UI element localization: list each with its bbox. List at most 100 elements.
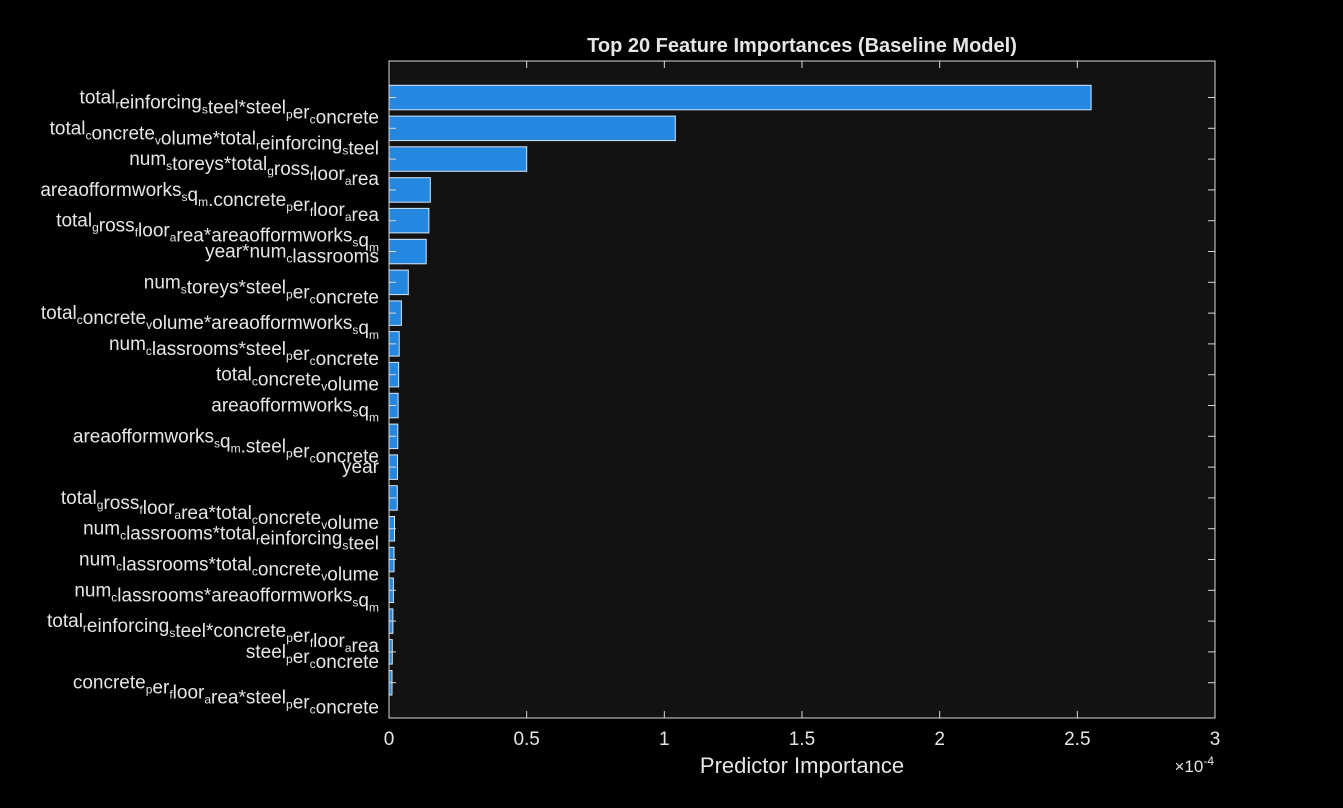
y-tick-label-part: f bbox=[310, 205, 314, 219]
y-tick-label-part: c bbox=[111, 590, 117, 604]
y-tick-label-part: p bbox=[286, 446, 293, 460]
x-axis-exponent-power: -4 bbox=[1203, 754, 1214, 768]
bar bbox=[388, 146, 528, 172]
y-tick-label-part: s bbox=[169, 626, 175, 640]
y-tick-label: year bbox=[342, 457, 380, 478]
y-tick-label-part: .steel bbox=[241, 436, 286, 457]
y-tick-label: numstoreys*steelperconcrete bbox=[144, 272, 379, 308]
y-tick-label-part: s bbox=[342, 539, 348, 553]
y-tick-label-part: q bbox=[220, 431, 231, 452]
y-tick-label-part: v bbox=[321, 518, 327, 532]
y-tick-label-part: einforcing bbox=[260, 529, 342, 550]
y-tick-label-part: a bbox=[174, 508, 181, 522]
y-tick-label: numclassrooms*steelperconcrete bbox=[109, 334, 379, 370]
y-tick-label-part: er bbox=[293, 282, 311, 303]
y-tick-label-part: c bbox=[310, 657, 316, 671]
x-tick-label: 0.5 bbox=[513, 729, 539, 750]
y-tick-label-part: er bbox=[293, 626, 311, 647]
y-tick-label-part: areaofformworks bbox=[40, 180, 181, 201]
y-tick-label-part: oncrete bbox=[316, 349, 379, 370]
y-tick-label-part: m bbox=[369, 241, 379, 255]
y-tick-label-part: s bbox=[181, 190, 187, 204]
y-tick-label-part: c bbox=[310, 703, 316, 717]
bar bbox=[388, 84, 1092, 111]
y-tick-label: totalgrossfloorarea*totalconcretevolume bbox=[61, 488, 379, 534]
y-tick-label-part: q bbox=[358, 231, 369, 252]
y-tick-label-part: rea*steel bbox=[211, 688, 286, 709]
y-tick-label-part: toreys*total bbox=[172, 154, 267, 175]
y-tick-label-part: a bbox=[345, 174, 352, 188]
y-tick-label-part: year bbox=[342, 457, 380, 478]
y-tick-label-part: total bbox=[41, 303, 77, 324]
y-tick-label-part: year*num bbox=[205, 242, 286, 263]
y-tick-label-part: rea*total bbox=[181, 503, 252, 524]
y-tick-label-part: s bbox=[202, 103, 208, 117]
y-tick-label: totalreinforcingsteel*steelperconcrete bbox=[80, 88, 379, 129]
y-tick-label: areaofformworkssqm bbox=[211, 396, 379, 425]
y-tick-label-part: steel bbox=[246, 642, 286, 663]
y-tick-label-part: teel*concrete bbox=[175, 621, 286, 642]
y-tick-label-part: p bbox=[286, 200, 293, 214]
y-tick-label-part: p bbox=[286, 652, 293, 666]
y-tick-label-part: rea bbox=[352, 636, 380, 657]
y-tick-label-part: lassrooms*total bbox=[122, 555, 252, 576]
y-tick-label-part: s bbox=[352, 595, 358, 609]
y-tick-label-part: c bbox=[86, 128, 92, 142]
y-tick-label-part: oncrete bbox=[316, 698, 379, 719]
y-tick-label-part: p bbox=[286, 698, 293, 712]
y-tick-label-part: ross bbox=[103, 493, 139, 514]
y-tick-label-part: c bbox=[286, 252, 292, 266]
y-tick-label-part: lassrooms*total bbox=[126, 524, 256, 545]
y-tick-label-part: q bbox=[358, 318, 369, 339]
y-tick-label-part: olume bbox=[327, 513, 379, 534]
y-tick-label-part: c bbox=[310, 451, 316, 465]
y-tick-label-part: er bbox=[293, 693, 311, 714]
y-tick-label-part: lassrooms*areaofformworks bbox=[117, 585, 352, 606]
y-tick-label-part: total bbox=[50, 118, 86, 139]
axes-frame bbox=[388, 60, 1216, 719]
y-tick-label-part: p bbox=[286, 349, 293, 363]
y-tick-label-part: p bbox=[146, 683, 153, 697]
y-tick-label-part: v bbox=[155, 133, 161, 147]
y-tick-label-part: a bbox=[170, 231, 177, 245]
y-tick-label-part: loor bbox=[313, 631, 345, 652]
y-tick-label-part: q bbox=[187, 185, 198, 206]
y-tick-label-part: m bbox=[198, 195, 208, 209]
y-tick-label-part: a bbox=[345, 641, 352, 655]
y-tick-label-part: oncrete bbox=[83, 308, 146, 329]
y-tick-label-part: s bbox=[352, 323, 358, 337]
y-tick-label-part: rea bbox=[352, 205, 380, 226]
y-tick-label-part: er bbox=[293, 441, 311, 462]
y-tick-label-part: c bbox=[252, 513, 258, 527]
y-tick-label-part: f bbox=[310, 169, 314, 183]
y-tick-label-part: einforcing bbox=[119, 93, 201, 114]
y-tick-label-part: oncrete bbox=[258, 370, 321, 391]
y-tick-label-part: concrete bbox=[73, 673, 146, 694]
y-tick-label-part: er bbox=[293, 344, 311, 365]
y-tick-label-part: f bbox=[139, 503, 143, 517]
x-tick-label: 2.5 bbox=[1064, 729, 1090, 750]
y-tick-label-part: teel*steel bbox=[208, 98, 286, 119]
x-axis-exponent: ×10-4 bbox=[1174, 754, 1214, 776]
ticks-group: 0 0.5 1 1.5 2 2.5 3 bbox=[384, 61, 1220, 750]
y-tick-label-part: f bbox=[169, 688, 173, 702]
y-tick-label-part: c bbox=[310, 354, 316, 368]
y-tick-label-part: er bbox=[293, 103, 311, 124]
y-tick-label-part: oncrete bbox=[316, 287, 379, 308]
y-tick-label: totalconcretevolume bbox=[216, 365, 379, 396]
y-tick-label-part: c bbox=[310, 113, 316, 127]
y-tick-label-part: c bbox=[77, 313, 83, 327]
y-tick-label-part: oncrete bbox=[316, 446, 379, 467]
y-tick-label-part: einforcing bbox=[87, 616, 169, 637]
y-tick-label-part: .concrete bbox=[208, 190, 286, 211]
y-tick-label-part: rea bbox=[352, 169, 380, 190]
y-tick-label-part: oncrete bbox=[316, 108, 379, 129]
y-tick-label-part: oncrete bbox=[92, 123, 155, 144]
y-tick-label-part: m bbox=[369, 600, 379, 614]
y-tick-label-part: total bbox=[80, 88, 116, 109]
y-tick-label-part: m bbox=[369, 328, 379, 342]
y-tick-label-part: s bbox=[352, 236, 358, 250]
y-tick-label-part: oncrete bbox=[316, 652, 379, 673]
y-tick-label-part: er bbox=[293, 647, 311, 668]
y-tick-label-part: lassrooms bbox=[292, 247, 379, 268]
